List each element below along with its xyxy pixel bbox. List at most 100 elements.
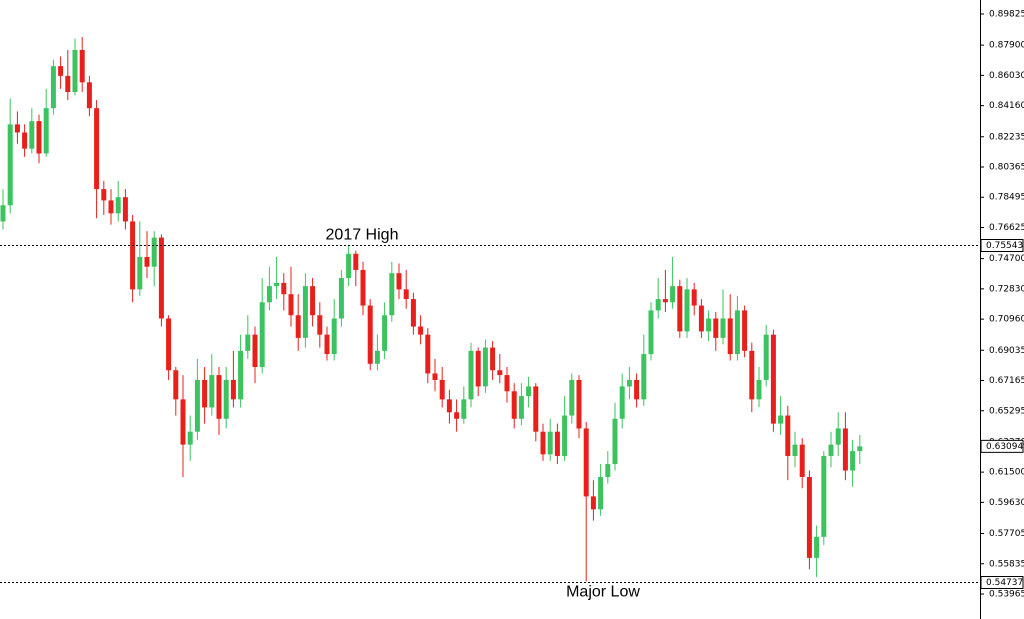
candle-body <box>763 334 769 380</box>
candle-body <box>137 257 143 290</box>
candle-body <box>835 428 841 445</box>
candle-body <box>706 318 712 332</box>
y-tick-label: 0.89825 <box>989 9 1024 19</box>
candle-body <box>151 237 157 267</box>
candle-body <box>86 82 92 109</box>
candle-body <box>713 318 719 338</box>
candle-body <box>22 132 28 149</box>
candle-body <box>396 273 402 290</box>
candle-body <box>403 289 409 300</box>
candle-body <box>655 299 661 311</box>
candle-body <box>612 418 618 465</box>
y-tick-label: 0.82235 <box>989 132 1024 142</box>
candle-body <box>367 305 373 364</box>
y-tick-label: 0.74700 <box>989 254 1024 264</box>
candle-body <box>554 431 560 456</box>
candle-body <box>677 286 683 332</box>
y-tick-label: 0.65295 <box>989 406 1024 416</box>
candle-body <box>374 350 380 364</box>
candle-body <box>252 334 258 368</box>
level-price-label: 0.75543 <box>986 241 1023 251</box>
candle-body <box>684 289 690 332</box>
candle-body <box>497 370 503 376</box>
candle-body <box>353 253 359 270</box>
y-tick-label: 0.59630 <box>989 498 1024 508</box>
y-tick-label: 0.53965 <box>989 590 1024 600</box>
candle-body <box>281 282 287 295</box>
candle-body <box>158 237 164 319</box>
candle-body <box>166 318 172 371</box>
candle-body <box>144 257 150 267</box>
candle-body <box>634 379 640 400</box>
candle-body <box>50 66 56 109</box>
candle-body <box>842 428 848 471</box>
candle-body <box>29 121 35 149</box>
annotation: Major Low <box>566 584 640 601</box>
candle-body <box>482 347 488 387</box>
level-price-box <box>980 576 1024 589</box>
level-price-box <box>980 239 1024 252</box>
candle-body <box>43 108 49 154</box>
y-tick-label: 0.84160 <box>989 101 1024 111</box>
y-tick-label: 0.70960 <box>989 315 1024 325</box>
candle-body <box>828 444 834 456</box>
candle-body <box>641 354 647 400</box>
candle-body <box>288 294 294 316</box>
candle-body <box>274 282 280 287</box>
candle-body <box>410 299 416 327</box>
candle-body <box>698 305 704 332</box>
y-tick-label: 0.69035 <box>989 346 1024 356</box>
candle-body <box>720 318 726 338</box>
candle-body <box>461 399 467 419</box>
candle-body <box>475 350 481 387</box>
candle-body <box>526 386 532 397</box>
candle-body <box>785 415 791 456</box>
candle-body <box>468 350 474 400</box>
candle-body <box>36 121 42 154</box>
level-price-label: 0.54737 <box>986 578 1023 588</box>
candle-body <box>598 476 604 510</box>
candle-body <box>72 49 78 93</box>
candle-body <box>511 391 517 419</box>
y-tick-label: 0.78495 <box>989 193 1024 203</box>
candle-body <box>425 334 431 374</box>
candle-body <box>562 415 568 456</box>
candle-body <box>180 399 186 445</box>
candle-body <box>382 315 388 351</box>
candle-body <box>338 278 344 319</box>
candle-body <box>331 318 337 355</box>
candle-body <box>540 431 546 455</box>
candle-body <box>439 379 445 400</box>
candle-body <box>79 49 85 83</box>
y-tick-label: 0.72830 <box>989 284 1024 294</box>
candle-body <box>130 221 136 290</box>
candle-body <box>727 318 733 355</box>
y-tick-label: 0.61500 <box>989 468 1024 478</box>
candle-body <box>317 315 323 335</box>
candle-body <box>569 379 575 416</box>
y-tick-label: 0.67165 <box>989 376 1024 386</box>
last-price-label: 0.63094 <box>986 442 1023 452</box>
candle-body <box>504 375 510 392</box>
candle-body <box>518 396 524 419</box>
candle-body <box>756 379 762 400</box>
candle-body <box>490 347 496 371</box>
candle-body <box>619 386 625 419</box>
candle-body <box>14 124 20 133</box>
annotation: 2017 High <box>326 227 399 244</box>
candle-body <box>547 431 553 455</box>
y-tick-label: 0.55835 <box>989 559 1024 569</box>
candle-body <box>0 205 6 222</box>
candle-body <box>533 386 539 432</box>
candle-body <box>814 536 820 558</box>
candle-body <box>238 350 244 400</box>
candle-body <box>792 444 798 456</box>
candle-body <box>799 444 805 477</box>
candle-body <box>590 496 596 510</box>
y-tick-label: 0.86030 <box>989 71 1024 81</box>
y-tick-label: 0.76625 <box>989 223 1024 233</box>
candle-body <box>346 253 352 279</box>
candle-body <box>806 476 812 558</box>
